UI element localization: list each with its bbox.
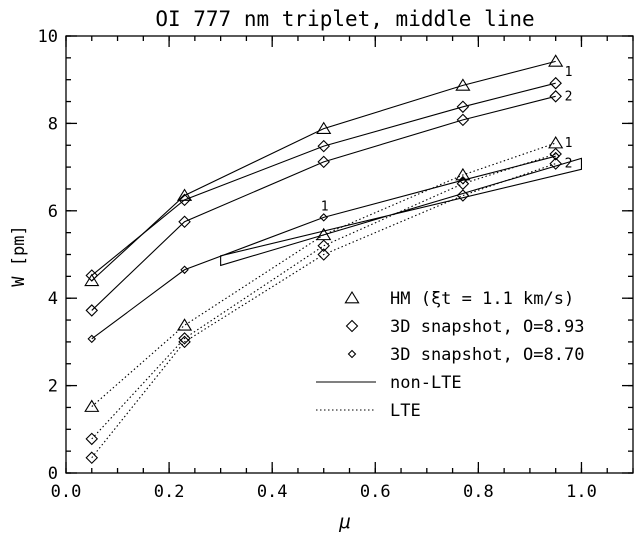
legend-label: 3D snapshot, O=8.93: [390, 317, 584, 337]
y-tick-label: 8: [48, 114, 58, 134]
diamond-marker: [317, 139, 331, 153]
legend-row: LTE: [316, 401, 421, 421]
x-tick-label: 1.0: [566, 482, 597, 502]
diamond-marker: [549, 76, 562, 90]
diamond-marker: [178, 193, 191, 207]
x-tick-label: 0.6: [360, 482, 391, 502]
nlte-series-line: [91, 60, 556, 282]
diamond-marker: [317, 239, 331, 253]
outline-shape: [220, 157, 583, 267]
triangle-marker: [316, 121, 332, 134]
legend-label: HM (ξt = 1.1 km/s): [390, 289, 574, 309]
diamond-marker: [456, 100, 470, 114]
x-axis-label: μ: [338, 511, 350, 533]
diamond-marker: [549, 90, 562, 103]
triangle-marker: [176, 318, 193, 331]
y-axis-label: W [pm]: [9, 225, 29, 286]
diamond-marker: [85, 269, 99, 282]
diamond-marker: [456, 113, 470, 127]
diamond-marker: [549, 157, 562, 170]
diamond-marker: [317, 155, 331, 169]
triangle-marker: [455, 78, 471, 91]
diamond-marker: [317, 248, 331, 261]
diamond-marker: [178, 332, 191, 345]
lte-series-line: [91, 142, 556, 407]
legend-row: non-LTE: [316, 373, 462, 393]
diamond-marker: [549, 147, 562, 161]
y-tick-label: 6: [48, 202, 58, 222]
diamond-marker: [85, 451, 99, 464]
x-tick-label: 0.2: [154, 482, 185, 502]
triangle-marker: [84, 399, 100, 412]
y-tick-label: 10: [38, 27, 58, 47]
nlte-series-line: [91, 155, 556, 340]
diamond-marker: [456, 177, 470, 190]
legend-label: LTE: [390, 401, 421, 421]
legend-label: non-LTE: [390, 373, 462, 393]
diamond-marker: [456, 189, 470, 202]
small-diamond-marker: [319, 213, 329, 222]
diamond-marker: [178, 335, 191, 349]
series-annotation: 1: [565, 65, 573, 80]
diamond-marker: [85, 304, 99, 317]
legend-label: 3D snapshot, O=8.70: [390, 345, 584, 365]
axis-ticks: [65, 35, 634, 474]
series: [85, 90, 562, 317]
x-tick-label: 0.8: [463, 482, 494, 502]
triangle-marker: [548, 54, 564, 67]
x-tick-labels: 0.0 0.2 0.4 0.6 0.8 1.0: [51, 482, 597, 502]
series-annotation: 1: [321, 199, 329, 214]
plot-area: 1 1 2 1 2: [84, 54, 583, 464]
y-tick-label: 0: [48, 464, 58, 484]
series: [85, 76, 562, 282]
series-annotation: 1: [565, 136, 573, 151]
diamond-marker: [178, 215, 191, 229]
triangle-marker: [84, 273, 100, 287]
legend: HM (ξt = 1.1 km/s) 3D snapshot, O=8.93 3D …: [316, 289, 584, 421]
x-tick-label: 0.0: [51, 482, 82, 502]
small-diamond-marker: [87, 334, 97, 344]
small-diamond-marker: [180, 265, 189, 275]
y-tick-label: 2: [48, 377, 58, 397]
small-diamond-marker: [347, 349, 357, 359]
x-tick-label: 0.4: [257, 482, 288, 502]
series: [87, 151, 560, 344]
series: [84, 136, 564, 412]
nlte-series-line: [91, 82, 556, 276]
y-tick-label: 4: [48, 289, 58, 309]
nlte-series-line: [91, 95, 556, 311]
diamond-marker: [345, 319, 359, 333]
series-annotation: 2: [565, 89, 573, 104]
y-tick-labels: 0 2 4 6 8 10: [38, 27, 58, 484]
legend-row: HM (ξt = 1.1 km/s): [344, 289, 574, 309]
triangle-marker: [344, 290, 360, 304]
series-annotation: 2: [565, 157, 573, 172]
legend-row: 3D snapshot, O=8.93: [345, 317, 584, 337]
triangle-marker: [455, 167, 471, 181]
legend-row: 3D snapshot, O=8.70: [347, 345, 584, 365]
diamond-marker: [85, 432, 99, 446]
chart-title: OI 777 nm triplet, middle line: [155, 7, 534, 31]
triangle-marker: [548, 136, 564, 149]
series: [85, 147, 562, 446]
lte-series-line: [91, 153, 556, 440]
